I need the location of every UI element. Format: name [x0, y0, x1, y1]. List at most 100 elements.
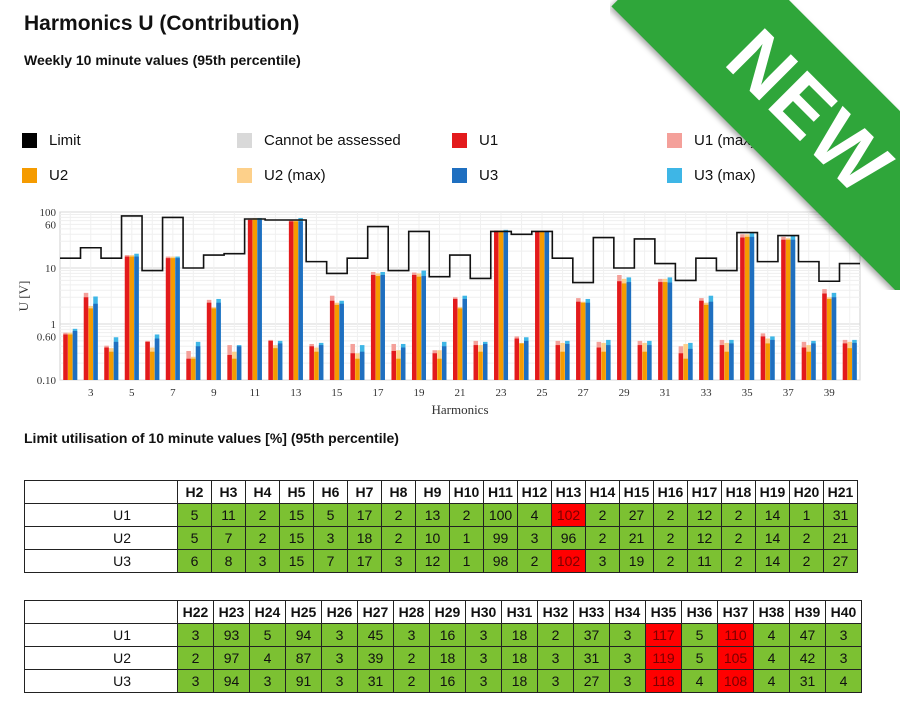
utilisation-cell: 2 [381, 526, 416, 550]
bar-u3 [647, 345, 652, 380]
utilisation-cell: 4 [753, 669, 790, 693]
utilisation-cell: 3 [381, 549, 416, 573]
bar-u3 [462, 298, 467, 380]
bar-u3 [749, 236, 755, 380]
bar-u3 [421, 275, 426, 380]
utilisation-cell: 4 [825, 669, 862, 693]
utilisation-cell: 27 [823, 549, 858, 573]
x-tick-label: 37 [783, 387, 795, 399]
legend-swatch [452, 133, 467, 148]
legend-swatch [452, 168, 467, 183]
utilisation-cell: 12 [415, 549, 450, 573]
legend-item-cannot-be-assessed: Cannot be assessed [237, 132, 401, 149]
x-tick-label: 19 [413, 387, 425, 399]
column-header: H34 [609, 600, 646, 624]
column-header: H39 [789, 600, 826, 624]
column-header: H18 [721, 480, 756, 504]
legend-item-u1: U1 [452, 132, 498, 149]
bar-u1 [83, 297, 89, 380]
bar-u1 [719, 345, 725, 380]
utilisation-cell: 6 [177, 549, 212, 573]
utilisation-cell: 2 [721, 526, 756, 550]
x-tick-label: 3 [88, 387, 94, 399]
bar-u1 [781, 239, 786, 380]
column-header: H28 [393, 600, 430, 624]
utilisation-cell: 3 [517, 526, 552, 550]
legend-swatch [667, 168, 682, 183]
utilisation-cell: 10 [415, 526, 450, 550]
utilisation-cell: 5 [249, 623, 286, 647]
utilisation-cell: 105 [717, 646, 754, 670]
y-tick-label: 1 [51, 319, 57, 331]
bar-u2 [232, 358, 237, 380]
row-label: U3 [24, 549, 178, 573]
utilisation-cell: 5 [313, 503, 348, 527]
bar-u3 [482, 343, 488, 380]
x-tick-label: 27 [578, 387, 590, 399]
utilisation-cell: 91 [285, 669, 322, 693]
utilisation-cell: 2 [653, 526, 688, 550]
utilisation-title: Limit utilisation of 10 minute values [%… [24, 430, 399, 446]
bar-u3 [667, 282, 673, 380]
bar-u3 [175, 258, 180, 380]
bar-u1 [288, 221, 294, 380]
legend-swatch [22, 168, 37, 183]
bar-u2 [109, 351, 114, 380]
utilisation-cell: 42 [789, 646, 826, 670]
bar-u3 [400, 347, 406, 380]
bar-u1 [186, 358, 191, 380]
utilisation-cell: 2 [653, 503, 688, 527]
legend-item-u3-max: U3 (max) [667, 167, 756, 184]
row-label: U1 [24, 503, 178, 527]
column-header: H23 [213, 600, 250, 624]
bar-u1 [124, 256, 130, 380]
bar-u1 [760, 336, 766, 380]
bar-u3 [441, 346, 447, 380]
utilisation-cell: 4 [753, 623, 790, 647]
utilisation-cell: 11 [687, 549, 722, 573]
column-header: H27 [357, 600, 394, 624]
column-header: H22 [177, 600, 214, 624]
column-header: H4 [245, 480, 280, 504]
utilisation-cell: 2 [585, 503, 620, 527]
utilisation-cell: 4 [249, 646, 286, 670]
utilisation-cell: 94 [213, 669, 250, 693]
y-tick-label: 60 [45, 219, 57, 231]
bar-u2 [457, 308, 463, 380]
bar-u3 [626, 282, 632, 380]
table-corner [24, 600, 178, 624]
table-row: U1 5 11 2 15 5 17 2 13 2 100 4 102 2 27 2 12 2 14 1 31 [24, 503, 858, 527]
bar-u3 [339, 303, 344, 380]
utilisation-cell: 14 [755, 503, 790, 527]
bar-u1 [432, 353, 438, 380]
utilisation-cell: 3 [249, 669, 286, 693]
utilisation-cell: 96 [551, 526, 586, 550]
bar-u1 [453, 298, 458, 380]
bar-u1 [165, 258, 171, 380]
y-tick-label: 0.60 [37, 331, 57, 343]
bar-u2 [68, 334, 73, 380]
utilisation-cell: 3 [393, 623, 430, 647]
legend-swatch [237, 168, 252, 183]
utilisation-cell: 2 [449, 503, 484, 527]
bar-u3 [770, 339, 775, 380]
column-header: H21 [823, 480, 858, 504]
utilisation-cell: 2 [245, 503, 280, 527]
utilisation-cell: 2 [653, 549, 688, 573]
bar-u2 [826, 298, 832, 380]
bar-u3 [134, 256, 139, 380]
bar-u1 [206, 302, 212, 380]
bar-u1 [227, 354, 232, 380]
x-tick-label: 23 [496, 387, 508, 399]
legend-item-limit: Limit [22, 132, 81, 149]
x-tick-label: 17 [372, 387, 384, 399]
table-row: U2 2 97 4 87 3 39 2 18 3 18 3 31 3 119 5 105 4 42 3 [24, 646, 862, 670]
column-header: H12 [517, 480, 552, 504]
column-header: H15 [619, 480, 654, 504]
bar-u2 [334, 304, 340, 380]
bar-u2 [88, 308, 94, 380]
bar-u3 [688, 348, 693, 380]
bar-u2 [765, 343, 770, 380]
utilisation-cell: 18 [501, 669, 538, 693]
utilisation-cell: 12 [687, 503, 722, 527]
